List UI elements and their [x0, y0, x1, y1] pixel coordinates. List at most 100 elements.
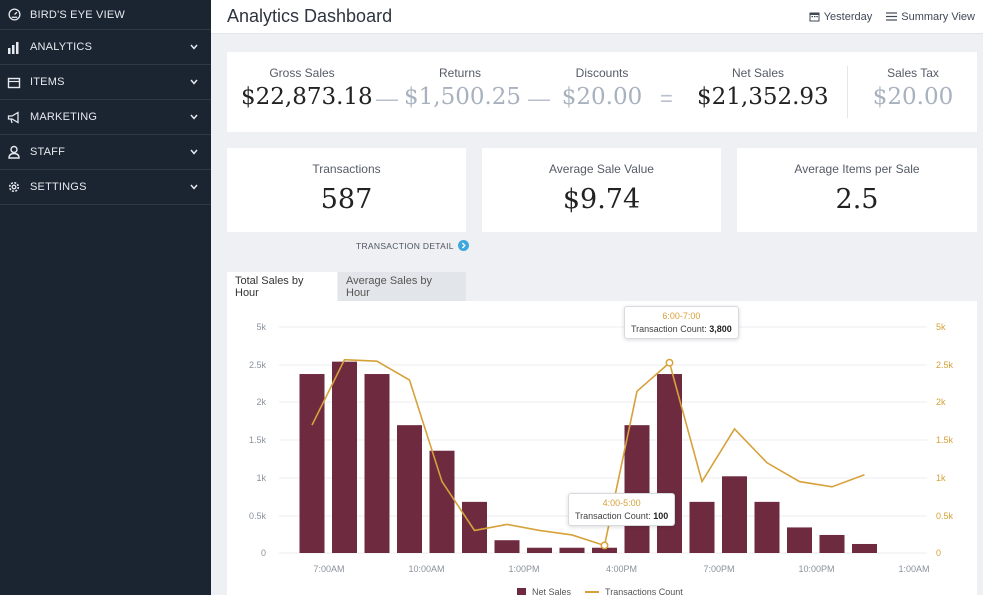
transaction-detail-link[interactable]: TRANSACTION DETAIL [356, 240, 469, 251]
x-tick-label: 4:00PM [606, 564, 637, 574]
y-right-tick-label: 1k [936, 473, 946, 483]
y-tick-label: 0 [261, 548, 266, 558]
sales-summary-card: Gross Sales $22,873.18 — Returns $1,500.… [227, 52, 977, 132]
chart-bar [332, 361, 357, 553]
bar-chart-icon [6, 39, 22, 55]
sales-tax-value: $20.00 [872, 84, 954, 110]
transaction-detail-label: TRANSACTION DETAIL [356, 240, 454, 251]
person-icon [6, 144, 22, 160]
date-range-button[interactable]: Yesterday [809, 10, 873, 23]
discounts: Discounts $20.00 [558, 66, 646, 110]
chart-bar [494, 540, 520, 553]
y-right-tick-label: 0.5k [936, 511, 954, 521]
y-right-tick-label: 2.5k [936, 360, 954, 370]
divider [847, 66, 848, 118]
x-tick-label: 10:00PM [798, 564, 834, 574]
average-items-card: Average Items per Sale 2.5 [737, 148, 977, 232]
chart-bar [559, 547, 585, 553]
y-tick-label: 1k [256, 473, 266, 483]
y-tick-label: 2k [256, 397, 266, 407]
chart-bar [754, 501, 780, 553]
legend-label-transactions: Transactions Count [605, 587, 683, 595]
transactions-line [311, 358, 865, 547]
sidebar-item-items[interactable]: ITEMS [0, 65, 211, 100]
average-sale-value: $9.74 [562, 184, 641, 215]
sidebar-item-staff[interactable]: STAFF [0, 135, 211, 170]
net-sales-label: Net Sales [731, 66, 785, 80]
sidebar-item-label: ITEMS [30, 76, 65, 88]
sales-tax: Sales Tax $20.00 [865, 66, 961, 110]
legend-label-net-sales: Net Sales [532, 587, 572, 595]
chevron-down-icon [189, 77, 199, 87]
y-tick-label: 1.5k [249, 435, 267, 445]
x-tick-label: 1:00PM [508, 564, 539, 574]
gross-sales: Gross Sales $22,873.18 [241, 66, 373, 110]
transactions-card: Transactions 587 [227, 148, 466, 232]
tab-total-sales-by-hour[interactable]: Total Sales by Hour [227, 272, 337, 301]
tooltip-prefix: Transaction Count: [575, 511, 651, 521]
page-header: Analytics Dashboard Yesterday Summary Vi… [211, 0, 983, 34]
x-tick-label: 7:00AM [313, 564, 344, 574]
transactions-label: Transactions [312, 162, 381, 176]
sidebar-item-settings[interactable]: SETTINGS [0, 170, 211, 205]
net-sales-value: $21,352.93 [697, 84, 829, 110]
tooltip-value: 100 [653, 511, 669, 521]
average-items-value: 2.5 [835, 184, 879, 215]
x-tick-label: 1:00AM [898, 564, 929, 574]
items-icon [6, 74, 22, 90]
returns-value: $1,500.25 [404, 84, 522, 110]
chart-bar [852, 543, 877, 553]
sidebar-item-label: ANALYTICS [30, 41, 93, 53]
x-tick-label: 7:00PM [703, 564, 734, 574]
chart-bar [592, 547, 617, 553]
x-tick-label: 10:00AM [408, 564, 444, 574]
sidebar-item-marketing[interactable]: MARKETING [0, 100, 211, 135]
chart-canvas: 0 0 0.5k 0.5k 1k 1k 1.5k 1.5k 2k 2k 2.5k 2.5k 5k 5k 7:… [249, 322, 954, 574]
gross-sales-label: Gross Sales [269, 66, 335, 80]
arrow-right-circle-icon [457, 240, 469, 251]
page-title: Analytics Dashboard [227, 6, 393, 26]
chart-bar [689, 501, 715, 553]
chart-tooltip: 6:00-7:00 Transaction Count: 3,800 [624, 306, 739, 339]
y-tick-label: 0.5k [249, 511, 267, 521]
chart-bar [787, 527, 812, 553]
tooltip-title: 6:00-7:00 [662, 311, 701, 321]
y-right-tick-label: 0 [936, 548, 941, 558]
y-tick-label: 2.5k [249, 360, 267, 370]
gauge-icon [6, 7, 22, 23]
summary-view-button[interactable]: Summary View [886, 11, 975, 23]
gross-sales-value: $22,873.18 [241, 84, 373, 110]
chart-bar [624, 425, 650, 553]
y-right-tick-label: 2k [936, 397, 946, 407]
y-right-tick-label: 1.5k [936, 435, 954, 445]
tooltip-value: 3,800 [709, 324, 732, 334]
legend-swatch-net-sales [517, 587, 526, 595]
highlighted-point [600, 541, 609, 550]
list-icon [886, 12, 898, 21]
sidebar-item-analytics[interactable]: ANALYTICS [0, 30, 211, 65]
chart-tooltip: 4:00-5:00 Transaction Count: 100 [568, 493, 676, 526]
date-range-label: Yesterday [823, 10, 873, 23]
discounts-value: $20.00 [561, 84, 643, 110]
minus-operator: — [528, 86, 550, 111]
minus-operator: — [376, 86, 398, 111]
tooltip-title: 4:00-5:00 [602, 498, 641, 508]
tooltip-prefix: Transaction Count: [631, 324, 707, 334]
net-sales: Net Sales $21,352.93 [697, 66, 829, 110]
y-tick-label: 5k [256, 322, 266, 332]
gear-icon [6, 179, 22, 195]
sales-tax-label: Sales Tax [887, 66, 939, 80]
sidebar-item-label: MARKETING [30, 111, 98, 123]
average-sale-value-label: Average Sale Value [549, 162, 654, 176]
tab-average-sales-by-hour[interactable]: Average Sales by Hour [338, 272, 466, 301]
sidebar-item-label: SETTINGS [30, 181, 87, 193]
returns: Returns $1,500.25 [404, 66, 522, 110]
sidebar-item-birds-eye-view[interactable]: BIRD'S EYE VIEW [0, 0, 211, 30]
equals-operator: = [660, 86, 673, 111]
megaphone-icon [6, 109, 22, 125]
chart-bar [527, 547, 552, 553]
chart-legend: Net Sales Transactions Count [517, 587, 683, 595]
chevron-down-icon [189, 42, 199, 52]
calendar-icon [809, 12, 820, 22]
legend-swatch-transactions [585, 591, 600, 593]
